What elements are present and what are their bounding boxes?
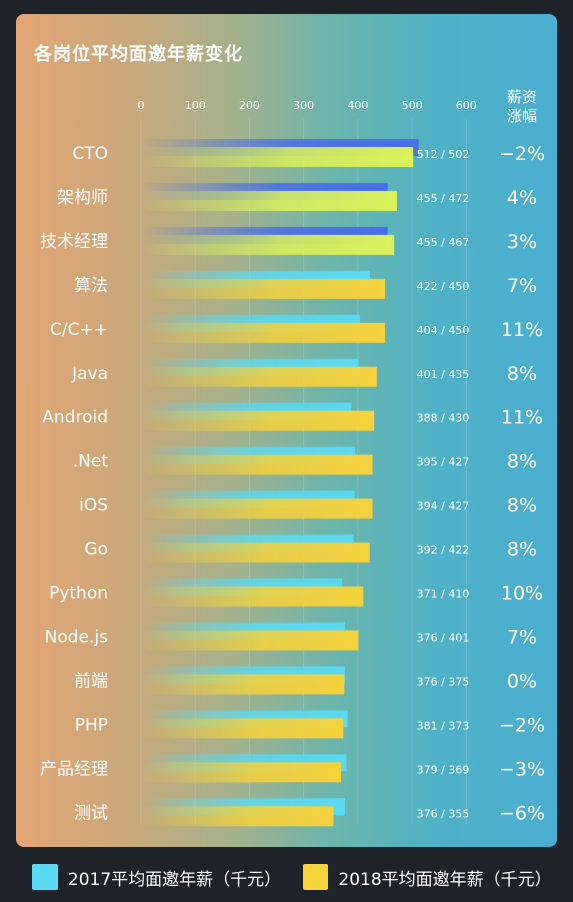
change-header: 薪资 <box>507 88 537 106</box>
category-label: C/C++ <box>50 320 108 340</box>
change-label: −2% <box>499 143 545 165</box>
bar-2018 <box>141 322 385 343</box>
value-label: 388 / 430 <box>417 412 470 425</box>
bar-2018 <box>141 190 397 211</box>
legend-swatch-2018 <box>302 864 329 890</box>
x-tick-label: 0 <box>138 99 145 112</box>
value-label: 392 / 422 <box>417 544 470 557</box>
category-label: Java <box>71 364 108 384</box>
category-label: CTO <box>72 144 108 164</box>
change-label: −3% <box>499 758 545 780</box>
value-label: 379 / 369 <box>417 763 470 776</box>
value-label: 376 / 375 <box>417 675 470 688</box>
bar-2018 <box>141 454 373 475</box>
bar-2018 <box>141 542 370 563</box>
bar-2018 <box>141 718 344 739</box>
change-label: 3% <box>507 231 537 253</box>
value-label: 455 / 467 <box>417 236 470 249</box>
value-label: 371 / 410 <box>417 588 470 601</box>
value-label: 376 / 401 <box>417 631 470 644</box>
legend-item-2017: 2017平均面邀年薪（千元） <box>32 864 281 890</box>
bar-2018 <box>141 630 359 651</box>
bar-2018 <box>141 234 395 255</box>
change-label: −6% <box>499 802 545 824</box>
category-label: 前端 <box>74 671 108 691</box>
value-label: 422 / 450 <box>417 280 470 293</box>
change-label: 8% <box>507 363 537 385</box>
change-label: 8% <box>507 539 537 561</box>
bar-2018 <box>141 410 375 431</box>
x-tick-label: 400 <box>347 99 368 112</box>
legend: 2017平均面邀年薪（千元） 2018平均面邀年薪（千元） <box>32 862 573 892</box>
category-label: iOS <box>79 496 108 516</box>
category-label: 产品经理 <box>40 759 108 779</box>
category-label: .Net <box>73 452 109 472</box>
category-label: Python <box>49 584 108 604</box>
chart-title: 各岗位平均面邀年薪变化 <box>34 44 243 65</box>
legend-label-2017: 2017平均面邀年薪（千元） <box>67 869 282 890</box>
x-tick-label: 100 <box>185 99 206 112</box>
bar-2018 <box>141 806 334 827</box>
value-label: 512 / 502 <box>417 148 470 161</box>
change-label: 7% <box>507 626 537 648</box>
category-label: Go <box>84 540 108 560</box>
change-label: 11% <box>501 319 543 341</box>
legend-item-2018: 2018平均面邀年薪（千元） <box>302 864 552 890</box>
legend-label-2018: 2018平均面邀年薪（千元） <box>338 869 552 890</box>
change-label: 10% <box>501 583 543 605</box>
category-label: 测试 <box>74 803 108 823</box>
x-tick-label: 500 <box>402 99 423 112</box>
x-tick-label: 300 <box>293 99 314 112</box>
value-label: 376 / 355 <box>417 807 470 820</box>
bar-2018 <box>141 586 364 607</box>
bar-2018 <box>141 762 342 783</box>
x-tick-label: 600 <box>456 99 477 112</box>
value-label: 395 / 427 <box>417 456 470 469</box>
category-label: Android <box>42 408 108 428</box>
category-label: 技术经理 <box>40 232 108 252</box>
change-label: 4% <box>507 187 537 209</box>
bar-2018 <box>141 147 414 167</box>
change-label: 0% <box>507 670 537 692</box>
category-label: PHP <box>75 715 108 735</box>
bar-2018 <box>141 366 377 387</box>
value-label: 455 / 472 <box>417 192 470 205</box>
category-label: 算法 <box>74 276 108 296</box>
x-tick-label: 200 <box>239 99 260 112</box>
change-label: 8% <box>507 451 537 473</box>
change-label: 7% <box>507 275 537 297</box>
bar-2018 <box>141 498 373 519</box>
value-label: 394 / 427 <box>417 500 470 513</box>
change-label: 8% <box>507 495 537 517</box>
change-label: 11% <box>501 407 543 429</box>
value-label: 381 / 373 <box>417 719 470 732</box>
value-label: 401 / 435 <box>417 368 470 381</box>
change-header: 涨幅 <box>507 107 537 125</box>
category-label: Node.js <box>45 627 108 647</box>
chart-card: 各岗位平均面邀年薪变化 0 100 200 300 400 500 600 薪资 涨幅 CTO 51… <box>16 14 557 847</box>
bar-2018 <box>141 674 345 695</box>
legend-swatch-2017 <box>32 864 58 890</box>
bar-2018 <box>141 278 385 299</box>
change-label: −2% <box>499 714 545 736</box>
category-label: 架构师 <box>57 188 108 208</box>
value-label: 404 / 450 <box>417 324 470 337</box>
